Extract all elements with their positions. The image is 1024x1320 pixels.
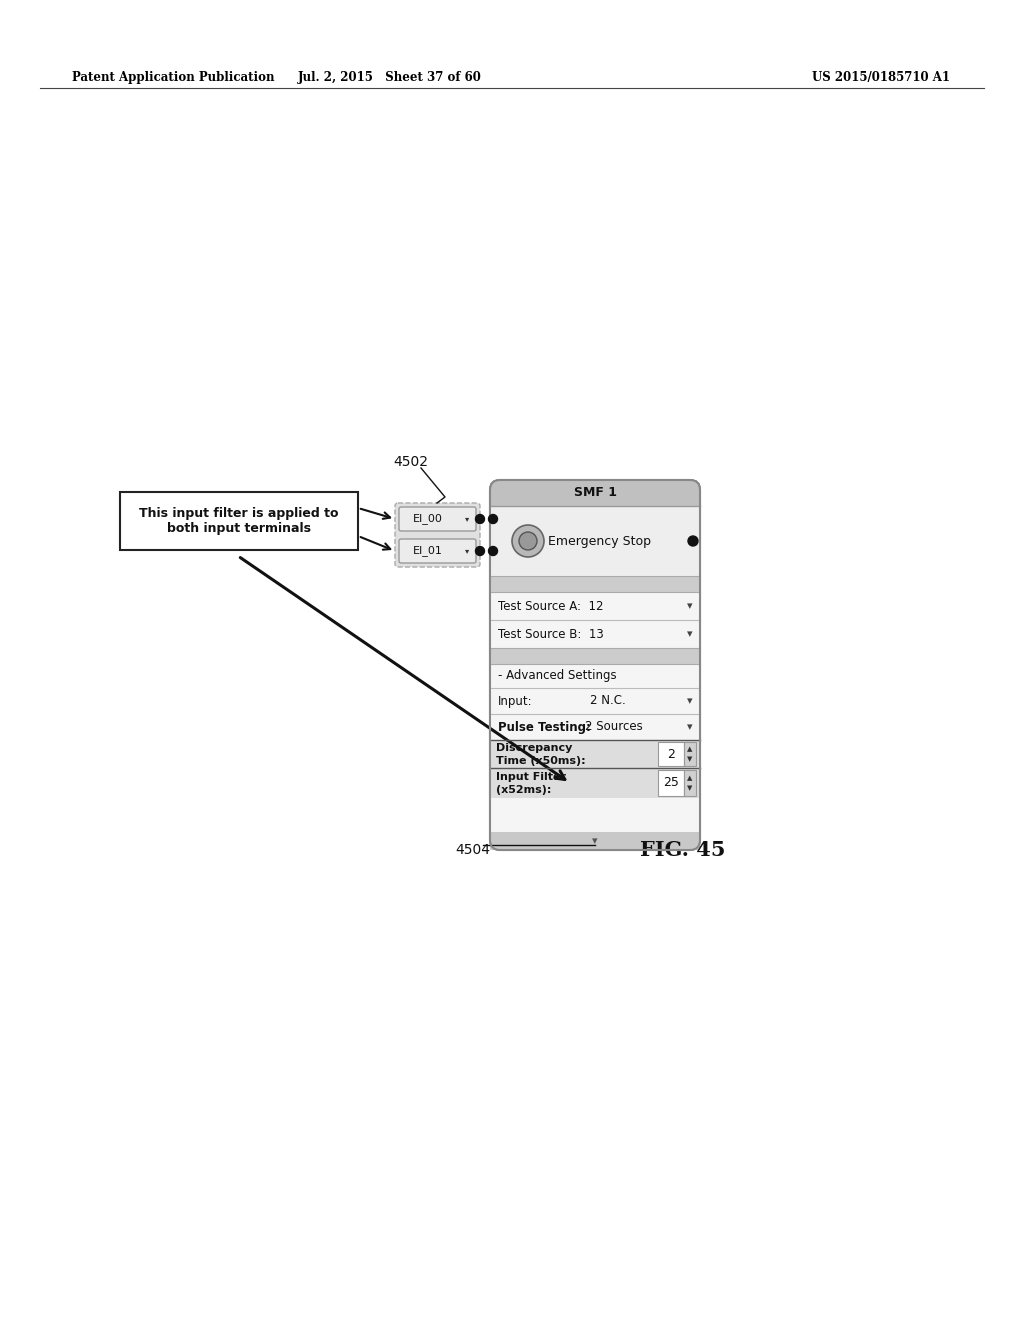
Text: - Advanced Settings: - Advanced Settings [498, 669, 616, 682]
Text: SMF 1: SMF 1 [573, 487, 616, 499]
Circle shape [519, 532, 537, 550]
Text: 25: 25 [664, 776, 679, 789]
Bar [490, 832, 700, 850]
FancyBboxPatch shape [399, 539, 476, 564]
Text: Test Source A:  12: Test Source A: 12 [498, 599, 603, 612]
Text: Pulse Testing:: Pulse Testing: [498, 721, 591, 734]
Text: US 2015/0185710 A1: US 2015/0185710 A1 [812, 71, 950, 84]
FancyBboxPatch shape [395, 503, 480, 568]
Bar [490, 591, 700, 648]
Bar [490, 768, 700, 799]
Circle shape [475, 546, 484, 556]
Text: Discrepancy: Discrepancy [496, 743, 572, 752]
Text: EI_00: EI_00 [413, 513, 443, 524]
Text: Emergency Stop: Emergency Stop [549, 535, 651, 548]
Text: ▼: ▼ [687, 785, 692, 791]
Bar [658, 770, 684, 796]
Text: ▾: ▾ [687, 630, 693, 639]
Text: ▾: ▾ [465, 515, 469, 524]
Text: Input Filter: Input Filter [496, 772, 566, 781]
Bar [490, 506, 700, 576]
Text: ▾: ▾ [687, 696, 693, 706]
Bar [658, 742, 684, 766]
Text: This input filter is applied to
both input terminals: This input filter is applied to both inp… [139, 507, 339, 535]
Text: (x52ms):: (x52ms): [496, 785, 551, 795]
Text: Time (x50ms):: Time (x50ms): [496, 756, 586, 766]
Text: ▼: ▼ [687, 756, 692, 762]
Bar [490, 741, 700, 768]
Text: 4502: 4502 [393, 455, 428, 469]
Text: ▾: ▾ [465, 546, 469, 556]
Text: Test Source B:  13: Test Source B: 13 [498, 627, 604, 640]
Text: ▾: ▾ [687, 601, 693, 611]
Text: Jul. 2, 2015   Sheet 37 of 60: Jul. 2, 2015 Sheet 37 of 60 [298, 71, 482, 84]
Text: ▲: ▲ [687, 746, 692, 752]
Text: EI_01: EI_01 [413, 545, 443, 557]
FancyBboxPatch shape [490, 832, 700, 850]
Text: 2 Sources: 2 Sources [585, 721, 643, 734]
Bar [490, 490, 700, 506]
Circle shape [512, 525, 544, 557]
Text: 2 N.C.: 2 N.C. [590, 694, 626, 708]
FancyBboxPatch shape [399, 507, 476, 531]
Text: Input:: Input: [498, 694, 532, 708]
Bar [684, 742, 696, 766]
Bar [490, 576, 700, 591]
Bar [490, 832, 700, 841]
FancyBboxPatch shape [490, 480, 700, 850]
Text: 2: 2 [667, 747, 675, 760]
FancyBboxPatch shape [490, 480, 700, 506]
Bar [684, 770, 696, 796]
Text: ▾: ▾ [687, 722, 693, 733]
Text: 4504: 4504 [455, 843, 490, 857]
Text: ▲: ▲ [687, 775, 692, 781]
Text: FIG. 45: FIG. 45 [640, 840, 725, 861]
Circle shape [688, 536, 698, 546]
Circle shape [488, 515, 498, 524]
Bar [490, 648, 700, 664]
Text: ▾: ▾ [592, 836, 598, 846]
Circle shape [475, 515, 484, 524]
Bar [120, 492, 358, 550]
Text: Patent Application Publication: Patent Application Publication [72, 71, 274, 84]
Circle shape [488, 546, 498, 556]
Bar [490, 664, 700, 832]
